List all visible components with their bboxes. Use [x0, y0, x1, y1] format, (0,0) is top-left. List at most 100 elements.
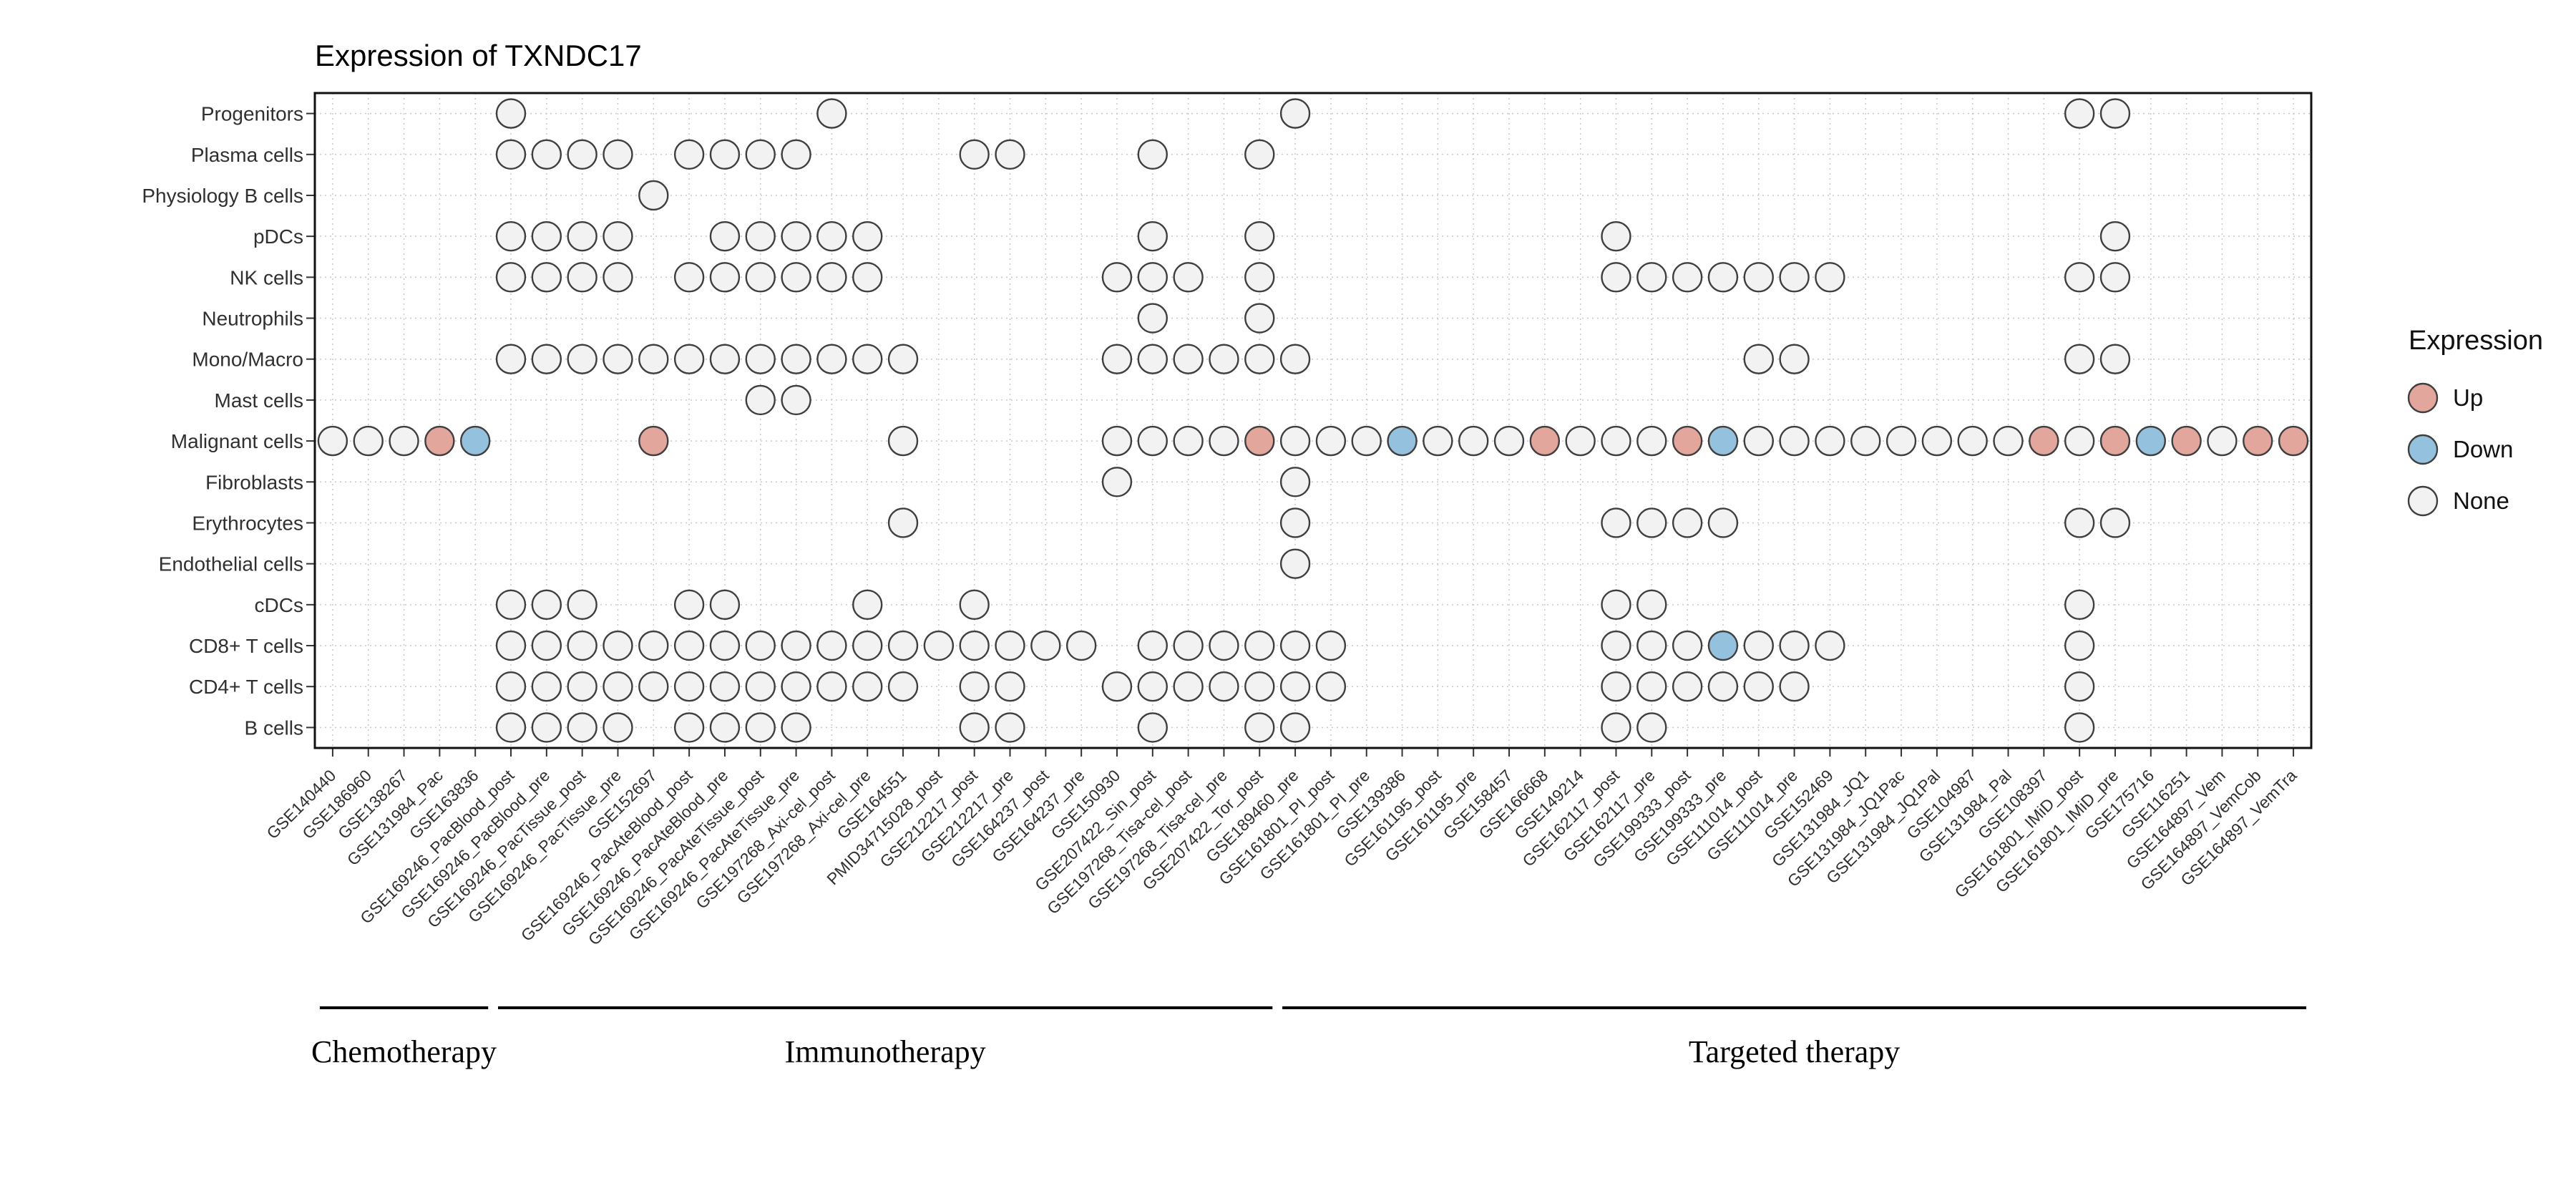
expression-dot-none — [1672, 262, 1703, 293]
expression-dot-none — [1244, 671, 1275, 702]
expression-dot-none — [923, 630, 955, 661]
y-axis-label: Progenitors — [201, 103, 303, 125]
x-axis-labels: GSE140440GSE186960GSE138267GSE131984_Pac… — [263, 766, 2300, 949]
expression-dot-none — [1957, 425, 1988, 457]
expression-dot-none — [317, 425, 348, 457]
expression-dot-none — [2099, 344, 2131, 374]
expression-dot-none — [2064, 671, 2095, 702]
expression-dot-none — [567, 671, 597, 702]
expression-dot-down — [1707, 425, 1739, 457]
expression-dot-none — [2064, 98, 2095, 129]
expression-dot-none — [1815, 630, 1845, 661]
expression-dot-none — [495, 671, 527, 702]
expression-dot-none — [1743, 344, 1774, 374]
expression-dot-none — [673, 589, 705, 621]
expression-dot-none — [531, 589, 562, 621]
expression-dot-none — [852, 630, 883, 661]
expression-dot-none — [1921, 425, 1953, 457]
expression-dot-none — [567, 630, 597, 661]
expression-dot-none — [1315, 630, 1347, 661]
legend-item-label: Up — [2453, 384, 2483, 411]
expression-dot-none — [709, 344, 741, 374]
expression-dot-none — [852, 589, 883, 621]
expression-dot-none — [638, 344, 669, 374]
expression-dot-none — [1601, 630, 1631, 661]
y-axis-label: Endothelial cells — [159, 553, 303, 575]
expression-dot-none — [567, 220, 597, 252]
expression-dot-none — [1351, 425, 1382, 457]
expression-dot-none — [1101, 425, 1133, 457]
expression-dot-none — [567, 344, 597, 374]
expression-dot-none — [602, 712, 633, 743]
expression-dot-none — [567, 139, 597, 170]
expression-dot-none — [602, 262, 633, 293]
expression-dot-none — [1672, 507, 1703, 538]
expression-dot-none — [353, 425, 384, 457]
y-axis-label: Mono/Macro — [192, 349, 303, 371]
expression-dot-none — [781, 220, 811, 252]
dot-matrix — [317, 98, 2309, 743]
expression-dot-none — [1885, 425, 1917, 457]
expression-dot-none — [1601, 671, 1631, 702]
expression-dot-none — [1850, 425, 1881, 457]
expression-dot-none — [2064, 507, 2095, 538]
expression-dot-down — [1387, 425, 1418, 457]
expression-dot-none — [1279, 671, 1311, 702]
expression-dot-up — [1244, 425, 1275, 457]
y-axis-label: Fibroblasts — [205, 471, 303, 493]
expression-dot-none — [531, 220, 562, 252]
legend-swatch-down — [2407, 434, 2439, 465]
expression-dot-none — [1173, 630, 1204, 661]
expression-dot-none — [1279, 98, 1311, 129]
y-axis-label: Mast cells — [215, 389, 303, 412]
expression-dot-none — [745, 220, 776, 252]
expression-dot-none — [709, 589, 741, 621]
expression-dot-none — [1137, 712, 1169, 743]
expression-dot-none — [1993, 425, 2024, 457]
expression-dot-none — [1672, 630, 1703, 661]
expression-dot-none — [709, 671, 741, 702]
expression-dot-none — [495, 139, 527, 170]
expression-dot-none — [816, 262, 847, 293]
expression-dot-none — [1137, 671, 1169, 702]
expression-dot-none — [959, 671, 990, 702]
expression-dot-none — [781, 344, 811, 374]
expression-dot-none — [673, 344, 705, 374]
expression-dot-none — [495, 98, 527, 129]
y-axis-label: CD4+ T cells — [189, 676, 303, 698]
expression-dot-none — [567, 262, 597, 293]
expression-dot-up — [638, 425, 669, 457]
expression-dot-none — [1279, 630, 1311, 661]
legend-item-label: Down — [2453, 436, 2513, 462]
expression-dot-up — [1529, 425, 1561, 457]
expression-dot-none — [1279, 467, 1311, 497]
expression-dot-none — [1743, 425, 1774, 457]
expression-dot-none — [745, 671, 776, 702]
expression-dot-none — [745, 344, 776, 374]
expression-dot-none — [781, 384, 811, 416]
expression-dot-none — [2099, 220, 2131, 252]
expression-dot-none — [1137, 220, 1169, 252]
expression-dot-none — [1137, 139, 1169, 170]
expression-dot-none — [495, 712, 527, 743]
expression-dot-up — [2171, 425, 2202, 457]
expression-dot-none — [852, 220, 883, 252]
expression-dot-none — [781, 630, 811, 661]
expression-dot-none — [745, 712, 776, 743]
expression-dot-none — [2064, 630, 2095, 661]
expression-dot-none — [1209, 344, 1239, 374]
expression-dot-down — [1707, 630, 1739, 661]
y-axis-label: CD8+ T cells — [189, 635, 303, 657]
expression-dot-none — [1065, 630, 1097, 661]
expression-dot-none — [495, 220, 527, 252]
expression-dot-none — [816, 220, 847, 252]
expression-dot-none — [1636, 589, 1667, 621]
expression-dot-none — [1209, 671, 1239, 702]
expression-dot-none — [781, 671, 811, 702]
expression-dot-none — [781, 712, 811, 743]
expression-dot-none — [1565, 425, 1596, 457]
expression-dot-none — [1279, 507, 1311, 538]
expression-dot-up — [2099, 425, 2131, 457]
expression-dot-none — [567, 712, 597, 743]
